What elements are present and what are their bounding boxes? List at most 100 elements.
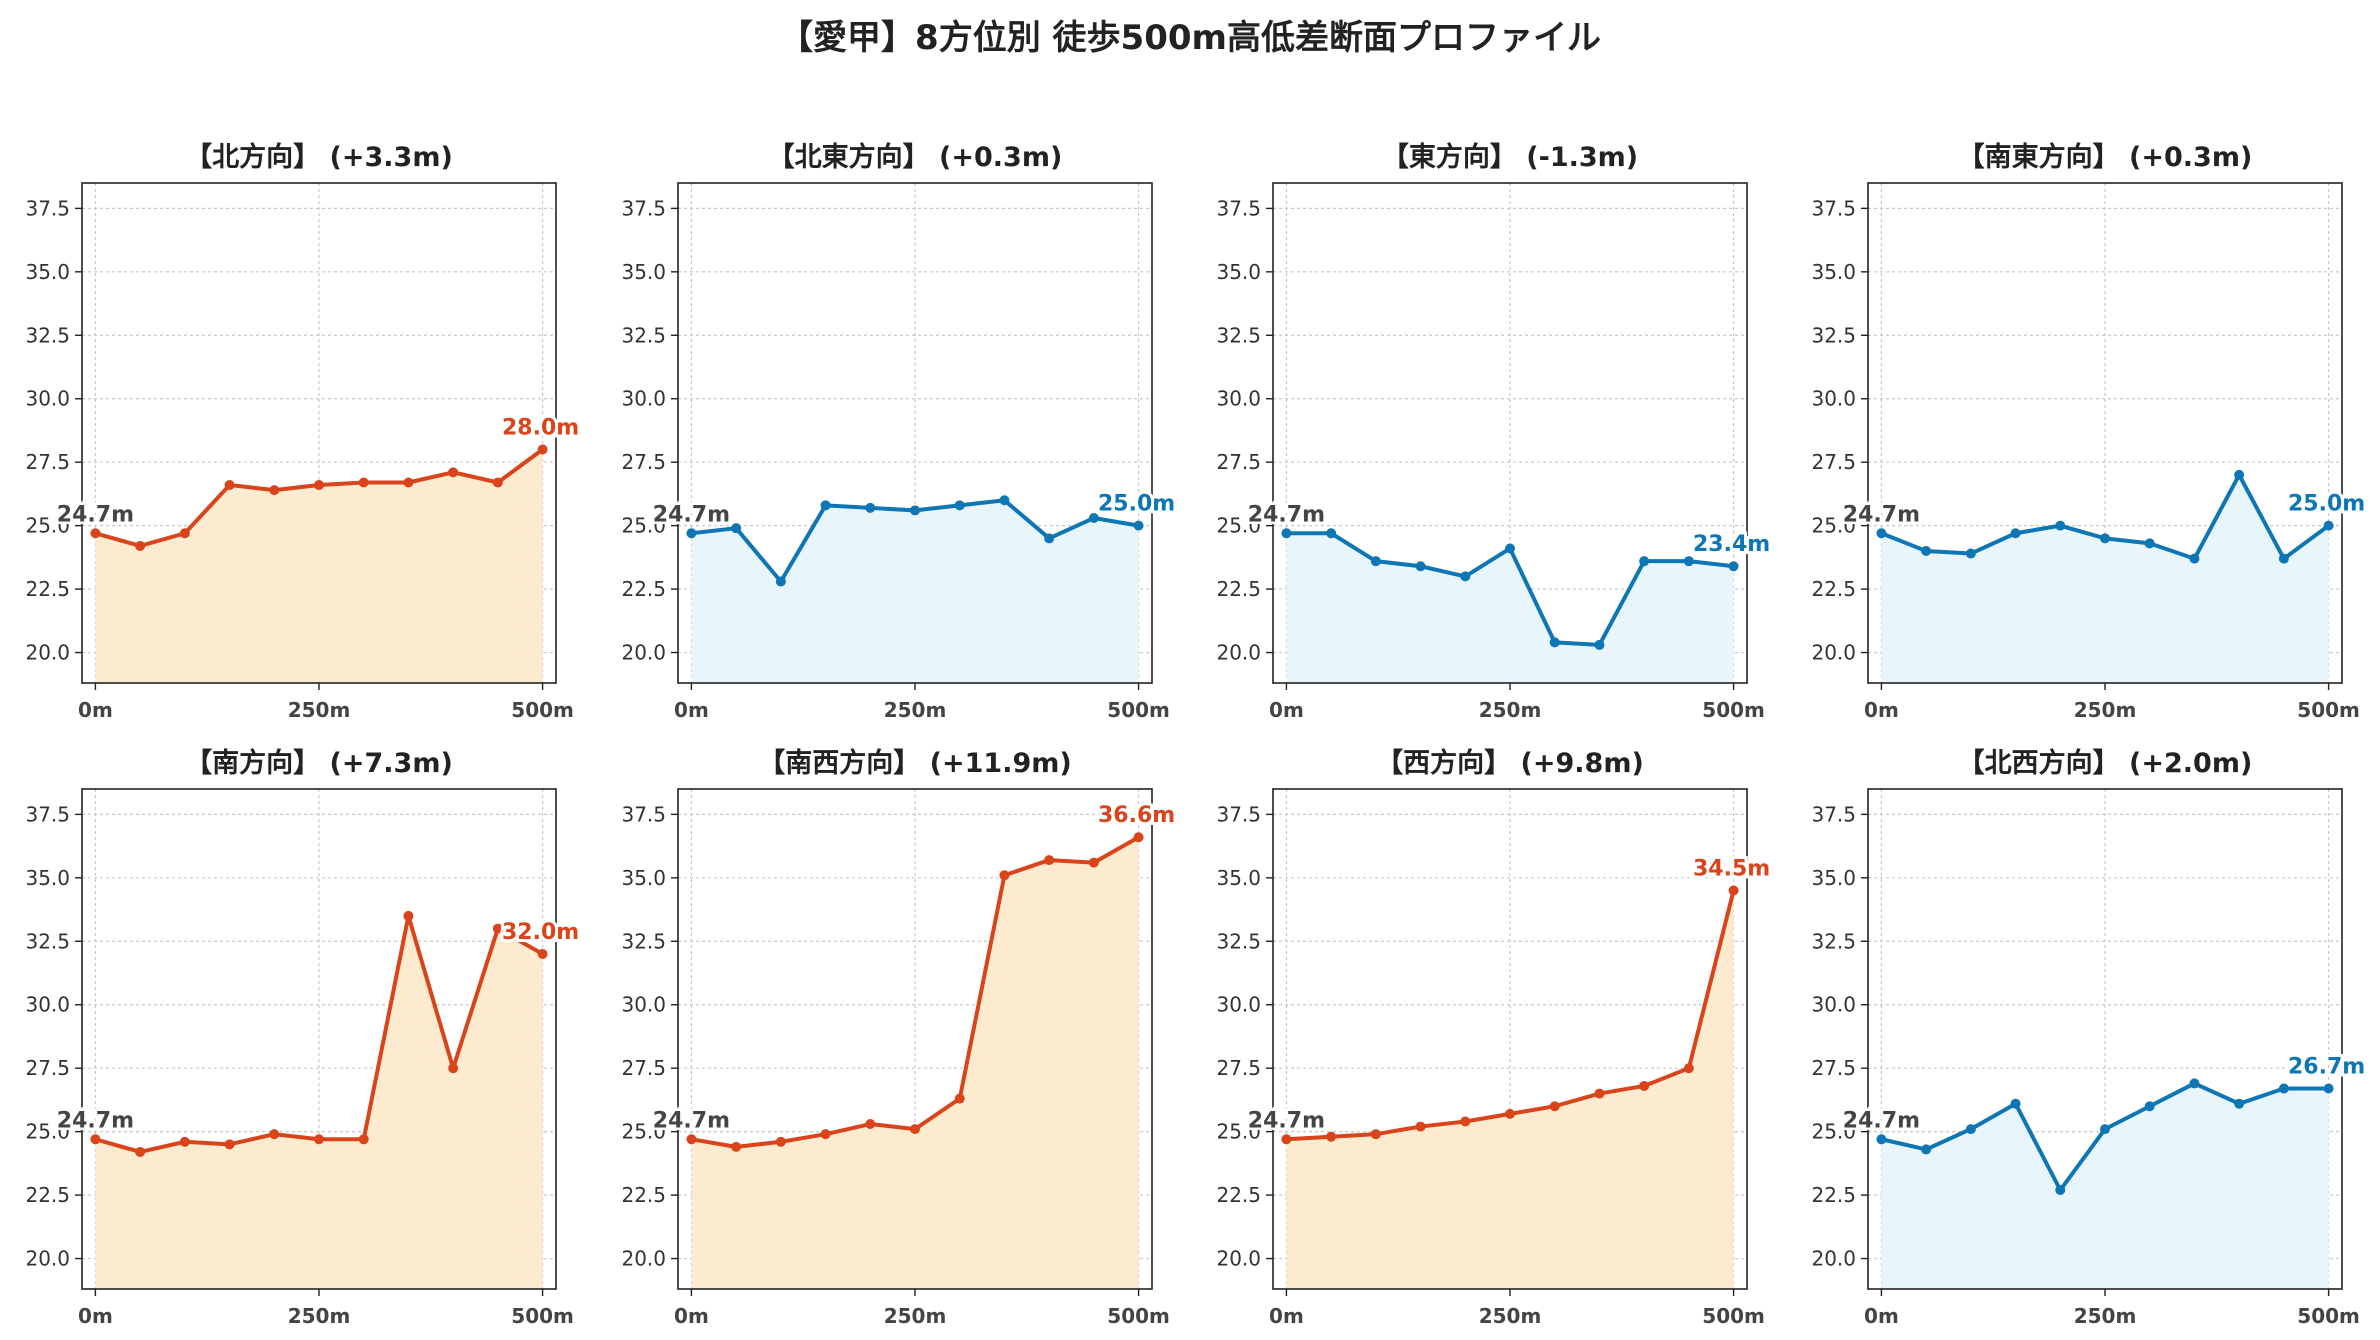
- y-tick-label: 32.5: [621, 323, 666, 347]
- data-point: [1326, 1131, 1337, 1142]
- chart-panel-6: 【西方向】 (+9.8m) 20.0 22.5 25.0 27.5 30.0 32.5 35.…: [1216, 747, 1773, 1328]
- y-tick-label: 25.0: [1216, 514, 1261, 538]
- data-point: [910, 505, 920, 516]
- y-tick-label: 30.0: [25, 387, 70, 411]
- data-point: [1281, 1134, 1292, 1145]
- data-point: [820, 500, 831, 511]
- data-point: [999, 870, 1010, 881]
- y-tick-label: 25.0: [25, 514, 70, 538]
- start-value-label: 24.7m: [653, 502, 730, 527]
- y-tick-label: 30.0: [621, 387, 666, 411]
- data-point: [1549, 1101, 1560, 1112]
- area-fill: [95, 915, 543, 1289]
- y-tick-label: 27.5: [621, 450, 666, 474]
- data-point: [135, 1146, 146, 1157]
- y-tick-label: 30.0: [1811, 387, 1856, 411]
- y-tick-label: 25.0: [1216, 1120, 1261, 1144]
- y-tick-label: 22.5: [1216, 1183, 1261, 1207]
- data-point: [1370, 556, 1381, 567]
- y-tick-label: 25.0: [1811, 1120, 1856, 1144]
- start-value-label: 24.7m: [1248, 502, 1325, 527]
- panel-title: 【北東方向】 (+0.3m): [768, 141, 1063, 173]
- data-point: [686, 528, 697, 539]
- chart-panel-3: 【南東方向】 (+0.3m) 20.0 22.5 25.0 27.5 30.0 32.5 35…: [1811, 141, 2368, 722]
- figure-title: 【愛甲】8方位別 徒歩500m高低差断面プロファイル: [779, 18, 1601, 58]
- data-point: [1460, 571, 1471, 582]
- data-point: [2144, 538, 2155, 549]
- data-point: [1505, 543, 1515, 554]
- y-tick-label: 22.5: [25, 1183, 70, 1207]
- panel-title: 【南東方向】 (+0.3m): [1958, 141, 2253, 173]
- chart-panel-2: 【東方向】 (-1.3m) 20.0 22.5 25.0 27.5 30.0 32.5 35.…: [1216, 141, 1773, 722]
- panel-title: 【東方向】 (-1.3m): [1382, 141, 1638, 173]
- y-tick-label: 35.0: [25, 260, 70, 284]
- y-tick-label: 35.0: [25, 866, 70, 890]
- area-fill: [95, 449, 543, 683]
- data-point: [1728, 885, 1739, 896]
- data-point: [2278, 1083, 2289, 1094]
- data-point: [2100, 1124, 2110, 1135]
- data-point: [2055, 520, 2066, 531]
- y-tick-label: 22.5: [1811, 577, 1856, 601]
- chart-panel-0: 【北方向】 (+3.3m) 20.0 22.5 25.0 27.5 30.0 32.5 35.…: [25, 141, 582, 722]
- y-tick-label: 20.0: [1216, 641, 1261, 665]
- y-tick-label: 37.5: [1216, 802, 1261, 826]
- chart-panel-5: 【南西方向】 (+11.9m) 20.0 22.5 25.0 27.5 30.0 32.5 3…: [621, 747, 1178, 1328]
- panel-title: 【西方向】 (+9.8m): [1376, 747, 1644, 779]
- y-tick-label: 37.5: [621, 196, 666, 220]
- y-tick-label: 32.5: [1216, 323, 1261, 347]
- data-point: [1921, 546, 1932, 557]
- x-tick-label: 0m: [1269, 698, 1304, 722]
- x-tick-label: 500m: [1107, 1304, 1170, 1328]
- data-point: [1683, 1063, 1694, 1074]
- end-value-label: 25.0m: [1098, 492, 1175, 517]
- x-tick-label: 0m: [1864, 698, 1899, 722]
- end-value-label: 34.5m: [1693, 857, 1770, 882]
- x-tick-label: 250m: [288, 698, 351, 722]
- y-tick-label: 27.5: [621, 1056, 666, 1080]
- y-tick-label: 30.0: [1216, 993, 1261, 1017]
- x-tick-label: 0m: [78, 698, 113, 722]
- data-point: [1594, 639, 1605, 650]
- y-tick-label: 22.5: [25, 577, 70, 601]
- x-tick-label: 500m: [1107, 698, 1170, 722]
- x-tick-label: 250m: [1479, 698, 1542, 722]
- y-tick-label: 20.0: [1216, 1247, 1261, 1271]
- y-tick-label: 25.0: [25, 1120, 70, 1144]
- data-point: [492, 923, 503, 934]
- panel-title: 【南方向】 (+7.3m): [185, 747, 453, 779]
- y-tick-label: 22.5: [1811, 1183, 1856, 1207]
- data-point: [2010, 1098, 2021, 1109]
- data-point: [1044, 855, 1055, 866]
- data-point: [314, 480, 324, 491]
- y-tick-label: 20.0: [25, 1247, 70, 1271]
- data-point: [269, 1129, 280, 1140]
- y-tick-label: 35.0: [1811, 260, 1856, 284]
- data-point: [775, 1136, 786, 1147]
- y-tick-label: 32.5: [1216, 929, 1261, 953]
- end-value-label: 32.0m: [502, 920, 579, 945]
- x-tick-label: 500m: [511, 1304, 574, 1328]
- data-point: [90, 1134, 101, 1145]
- data-point: [135, 540, 146, 551]
- data-point: [1133, 832, 1144, 843]
- y-tick-label: 22.5: [1216, 577, 1261, 601]
- start-value-label: 24.7m: [1843, 502, 1920, 527]
- y-tick-label: 32.5: [621, 929, 666, 953]
- data-point: [90, 528, 101, 539]
- data-point: [731, 523, 742, 534]
- data-point: [2189, 553, 2200, 564]
- data-point: [999, 495, 1010, 506]
- y-tick-label: 37.5: [25, 802, 70, 826]
- y-tick-label: 27.5: [1811, 450, 1856, 474]
- x-tick-label: 250m: [2074, 698, 2137, 722]
- data-point: [1326, 528, 1337, 539]
- data-point: [1281, 528, 1292, 539]
- data-point: [1728, 561, 1739, 572]
- data-point: [1594, 1088, 1605, 1099]
- data-point: [314, 1134, 324, 1145]
- chart-panel-7: 【北西方向】 (+2.0m) 20.0 22.5 25.0 27.5 30.0 32.5 35…: [1811, 747, 2368, 1328]
- data-point: [537, 444, 548, 455]
- data-point: [403, 910, 414, 921]
